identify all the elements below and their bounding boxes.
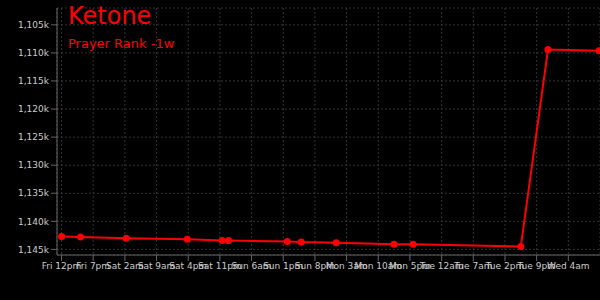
svg-text:Sat 11pm: Sat 11pm xyxy=(198,261,242,272)
svg-text:Mon 5pm: Mon 5pm xyxy=(388,261,431,272)
svg-text:1,105k: 1,105k xyxy=(18,20,50,30)
svg-text:1,135k: 1,135k xyxy=(18,188,50,198)
svg-text:Mon 10am: Mon 10am xyxy=(354,261,403,272)
html-text:Ketone: Ketone xyxy=(68,2,152,30)
svg-text:Fri 7pm: Fri 7pm xyxy=(76,261,110,271)
svg-text:1,140k: 1,140k xyxy=(18,217,50,227)
svg-text:1,130k: 1,130k xyxy=(18,160,50,170)
svg-text:Fri 12pm: Fri 12pm xyxy=(41,261,82,272)
svg-text:Tue 12am: Tue 12am xyxy=(419,261,464,272)
svg-text:1,120k: 1,120k xyxy=(18,104,50,114)
svg-text:Mon 3am: Mon 3am xyxy=(325,261,368,272)
svg-text:Tue 9pm: Tue 9pm xyxy=(517,261,556,272)
html-text:Prayer Rank -1w: Prayer Rank -1w xyxy=(68,36,175,51)
svg-text:Sat 2am: Sat 2am xyxy=(106,261,144,272)
svg-text:Sat 9am: Sat 9am xyxy=(137,261,176,272)
svg-text:1,110k: 1,110k xyxy=(18,48,50,58)
svg-text:1,125k: 1,125k xyxy=(18,132,50,142)
svg-text:Tue 2pm: Tue 2pm xyxy=(485,261,525,272)
svg-text:Sun 6am: Sun 6am xyxy=(231,261,272,272)
svg-text:Tue 7am: Tue 7am xyxy=(454,261,493,272)
svg-text:1,115k: 1,115k xyxy=(18,76,50,86)
svg-text:Sun 1pm: Sun 1pm xyxy=(263,261,304,272)
svg-text:Sat 4pm: Sat 4pm xyxy=(169,261,208,272)
svg-text:1,145k: 1,145k xyxy=(18,245,50,255)
svg-text:Sun 8pm: Sun 8pm xyxy=(294,261,335,272)
svg-text:Wed 4am: Wed 4am xyxy=(547,261,590,271)
